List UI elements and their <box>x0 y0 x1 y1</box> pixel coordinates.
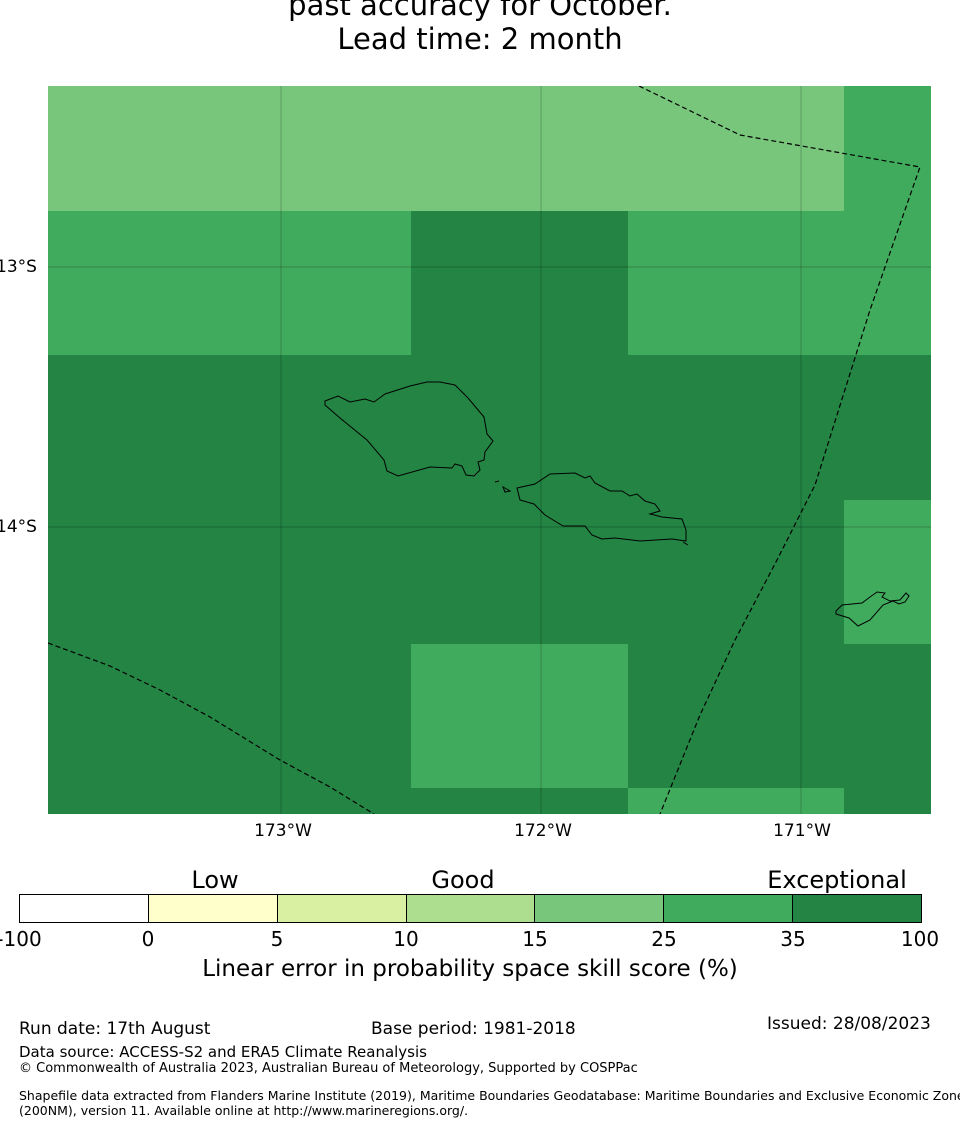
colorbar-tick: 100 <box>900 927 940 951</box>
colorbar-segment <box>406 895 536 922</box>
colorbar-segment <box>20 895 149 922</box>
lon-label-173w: 173°W <box>254 821 312 841</box>
title-line-1: past accuracy for October. <box>288 0 672 22</box>
colorbar-tick: 10 <box>393 927 419 951</box>
issued-date: Issued: 28/08/2023 <box>767 1014 931 1034</box>
grid-cell <box>48 211 411 355</box>
lon-label-171w: 171°W <box>773 821 831 841</box>
lon-label-172w: 172°W <box>514 821 572 841</box>
colorbar-segment <box>793 895 922 922</box>
grid-cell <box>411 211 628 355</box>
graticule <box>48 86 931 814</box>
base-period: Base period: 1981-2018 <box>371 1019 576 1039</box>
shapefile-credit-line-1: Shapefile data extracted from Flanders M… <box>19 1088 960 1103</box>
data-source: Data source: ACCESS-S2 and ERA5 Climate … <box>19 1043 427 1061</box>
grid-cell <box>628 788 844 814</box>
run-date: Run date: 17th August <box>19 1019 211 1039</box>
lat-label-14s: 14°S <box>0 517 37 537</box>
colorbar-tick: 5 <box>270 927 284 951</box>
colorbar-segment <box>148 895 278 922</box>
shapefile-credit-line-2: (200NM), version 11. Available online at… <box>19 1103 469 1118</box>
islet <box>494 480 500 483</box>
title-line-2: Lead time: 2 month <box>337 22 623 56</box>
colorbar-segment <box>535 895 665 922</box>
colorbar-caption: Linear error in probability space skill … <box>202 956 738 982</box>
grid-cell <box>844 86 931 211</box>
colorbar-segment <box>664 895 794 922</box>
colorbar <box>19 894 922 923</box>
grid-cell <box>844 500 931 644</box>
islet <box>682 541 689 546</box>
colorbar-segment <box>277 895 407 922</box>
eez-boundary <box>48 642 375 814</box>
legend-category-good: Good <box>431 866 495 894</box>
savaii-island <box>324 381 494 477</box>
grid-cell <box>411 644 628 788</box>
grid-cell <box>628 211 931 355</box>
colorbar-tick: 0 <box>141 927 155 951</box>
map-title: past accuracy for October. Lead time: 2 … <box>0 0 960 56</box>
eez-boundaries <box>48 86 921 814</box>
colorbar-tick: -100 <box>0 927 42 951</box>
eez-boundary <box>638 86 921 814</box>
colorbar-tick: 25 <box>651 927 677 951</box>
colorbar-tick: 15 <box>522 927 548 951</box>
colorbar-tick: 35 <box>780 927 806 951</box>
tutuila-island <box>835 591 910 627</box>
manono-islet <box>502 485 512 493</box>
legend-category-exceptional: Exceptional <box>767 866 907 894</box>
legend-category-low: Low <box>191 866 239 894</box>
copyright: © Commonwealth of Australia 2023, Austra… <box>19 1061 638 1076</box>
upolu-island <box>516 472 687 542</box>
grid-cell <box>48 86 844 211</box>
lat-label-13s: 13°S <box>0 257 37 277</box>
